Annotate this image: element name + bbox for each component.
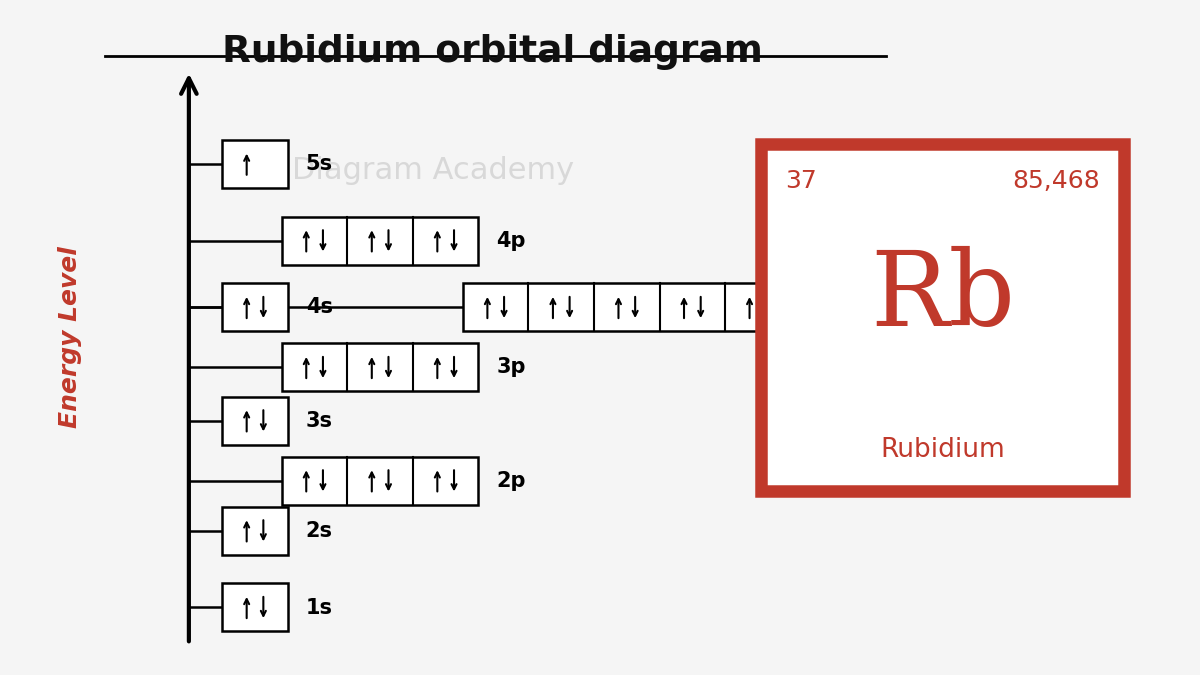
Text: 85,468: 85,468: [1013, 169, 1100, 194]
FancyBboxPatch shape: [222, 284, 288, 331]
FancyBboxPatch shape: [761, 144, 1124, 491]
FancyBboxPatch shape: [222, 583, 288, 632]
Text: Energy Level: Energy Level: [58, 246, 82, 429]
Text: Rubidium orbital diagram: Rubidium orbital diagram: [222, 34, 763, 70]
Text: 3p: 3p: [497, 358, 526, 377]
FancyBboxPatch shape: [222, 140, 288, 188]
Text: 3s: 3s: [306, 411, 332, 431]
Text: Rb: Rb: [870, 246, 1015, 348]
Text: Diagram Academy: Diagram Academy: [292, 157, 575, 186]
FancyBboxPatch shape: [282, 217, 479, 265]
FancyBboxPatch shape: [282, 457, 479, 505]
Text: 4p: 4p: [497, 231, 526, 251]
FancyBboxPatch shape: [282, 344, 479, 391]
Text: 2s: 2s: [306, 521, 332, 541]
Text: 4s: 4s: [306, 298, 332, 317]
FancyBboxPatch shape: [222, 397, 288, 445]
Text: 3d: 3d: [809, 298, 838, 317]
Text: 37: 37: [785, 169, 816, 194]
Text: 2p: 2p: [497, 471, 526, 491]
Text: 1s: 1s: [306, 597, 332, 618]
Text: 5s: 5s: [306, 154, 332, 174]
Text: Rubidium: Rubidium: [881, 437, 1004, 463]
FancyBboxPatch shape: [463, 284, 791, 331]
FancyBboxPatch shape: [222, 507, 288, 555]
